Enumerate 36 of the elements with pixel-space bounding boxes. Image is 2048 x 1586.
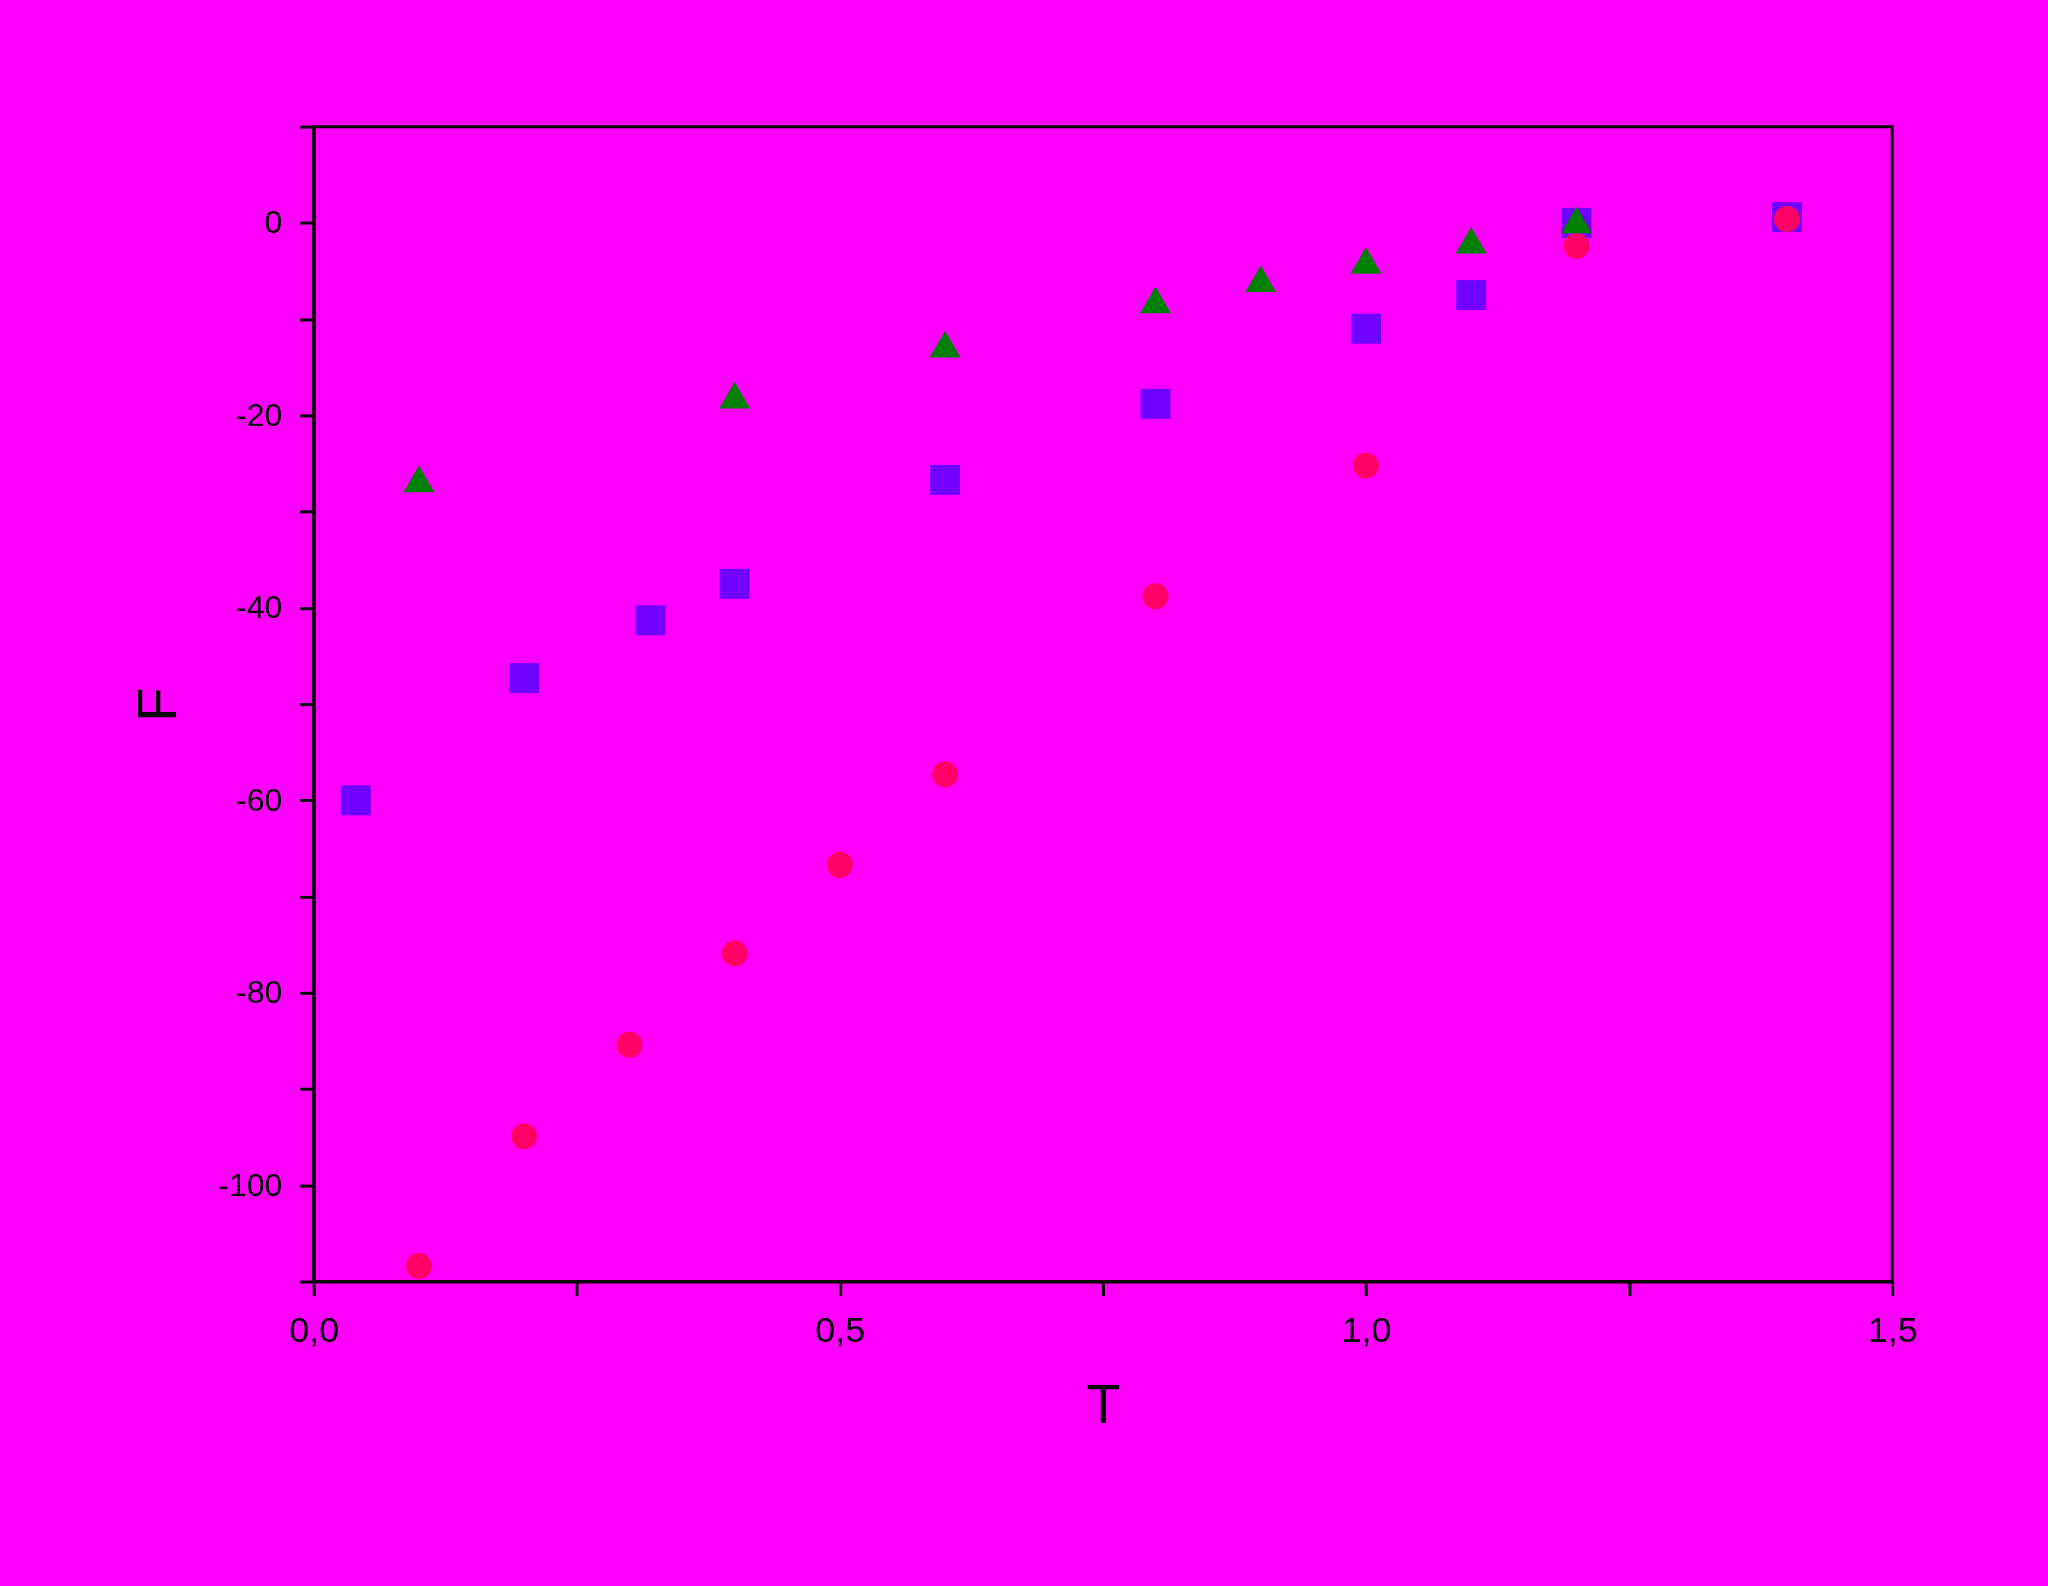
point <box>1140 388 1171 419</box>
point <box>826 851 853 878</box>
point <box>616 1031 643 1058</box>
point <box>1351 313 1381 344</box>
point <box>719 568 750 599</box>
y-axis-title: F <box>125 687 189 722</box>
point <box>635 605 666 636</box>
point <box>1350 247 1382 274</box>
y-tick-label: 0 <box>264 204 283 241</box>
x-axis-title: T <box>1086 1371 1121 1435</box>
point <box>932 761 959 788</box>
point <box>1142 583 1169 610</box>
x-tick-label: 0,0 <box>289 1308 340 1350</box>
point <box>511 1123 538 1150</box>
point <box>1245 265 1277 293</box>
y-tick-label: -40 <box>236 589 283 626</box>
y-tick-label: -60 <box>236 781 283 818</box>
point <box>721 940 748 967</box>
point <box>1352 452 1380 479</box>
y-tick-label: -100 <box>218 1166 283 1203</box>
y-tick-label: -80 <box>236 974 283 1011</box>
x-tick-label: 0,5 <box>815 1308 866 1350</box>
point <box>1140 286 1171 314</box>
point <box>930 464 961 495</box>
point <box>403 465 435 493</box>
point <box>1455 226 1487 254</box>
x-tick-label: 1,5 <box>1867 1308 1918 1350</box>
y-tick-label: -20 <box>236 396 283 433</box>
point <box>405 1253 432 1280</box>
point <box>1563 233 1590 259</box>
point <box>719 381 751 409</box>
point <box>509 663 540 694</box>
x-tick-label: 1,0 <box>1341 1308 1392 1350</box>
point <box>1456 280 1487 311</box>
point <box>929 330 961 358</box>
point <box>340 785 371 816</box>
